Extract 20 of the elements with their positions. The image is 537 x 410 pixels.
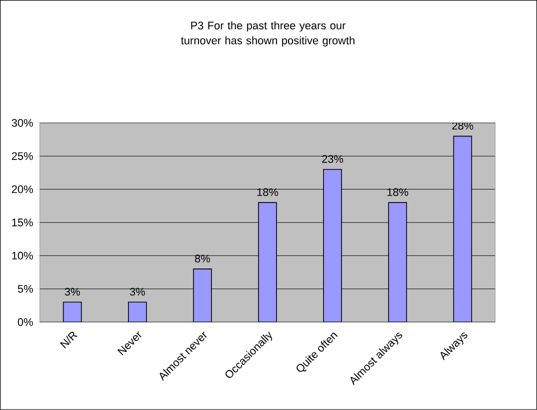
data-label: 3% (64, 288, 80, 296)
y-tick-label: 25% (12, 152, 33, 160)
bar (128, 302, 147, 322)
bar (62, 302, 82, 322)
data-label: 3% (130, 288, 145, 296)
y-tick-label: 5% (18, 285, 33, 293)
data-label: 23% (322, 155, 344, 163)
bar (323, 169, 342, 322)
bar (193, 268, 212, 322)
x-tick-label: N/R (60, 332, 78, 348)
y-tick-label: 15% (12, 218, 33, 226)
chart-title: P3 For the past three years our turnover has shown positive growth (181, 21, 354, 47)
bar (453, 136, 472, 322)
y-tick-label: 10% (12, 252, 33, 260)
bar (258, 202, 277, 322)
y-tick-label: 0% (18, 318, 33, 326)
y-tick-label: 20% (12, 185, 33, 194)
data-label: 8% (195, 254, 210, 262)
y-tick-label: 30% (12, 119, 33, 127)
bar (388, 202, 408, 322)
